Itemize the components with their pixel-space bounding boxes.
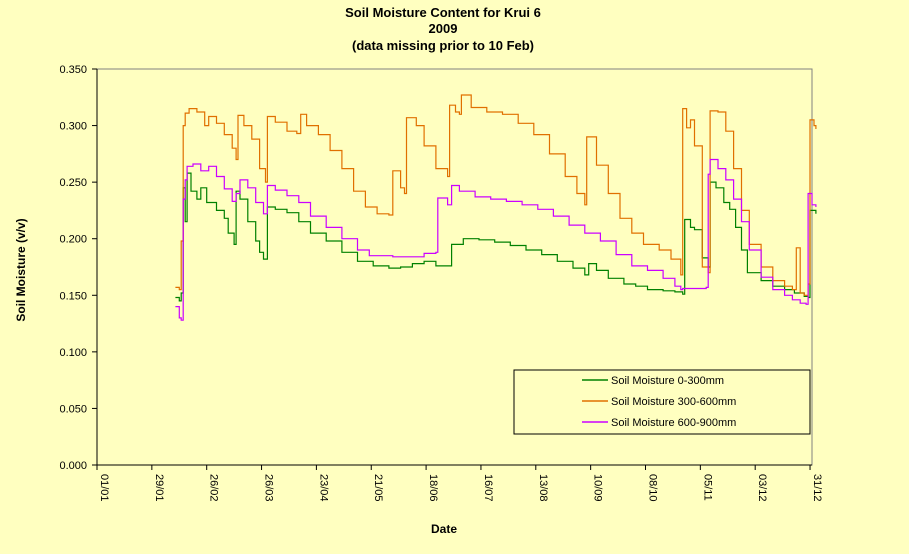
x-tick-label: 26/02 [208, 474, 220, 502]
x-tick-label: 16/07 [482, 474, 494, 502]
y-tick-label: 0.350 [59, 64, 87, 76]
x-tick-label: 03/12 [756, 474, 768, 502]
legend-label-1: Soil Moisture 0-300mm [611, 375, 724, 387]
x-tick-label: 13/08 [537, 474, 549, 502]
y-tick-label: 0.150 [59, 290, 87, 302]
x-tick-label: 31/12 [811, 474, 823, 502]
y-tick-label: 0.250 [59, 177, 87, 189]
series-layer [175, 94, 817, 321]
legend-label-3: Soil Moisture 600-900mm [611, 417, 736, 429]
legend-label-2: Soil Moisture 300-600mm [611, 396, 736, 408]
legend-box [513, 369, 811, 435]
chart-subtitle-note: (data missing prior to 10 Feb) [352, 38, 534, 53]
x-tick-label: 18/06 [427, 474, 439, 502]
chart-title: Soil Moisture Content for Krui 6 [345, 5, 541, 20]
series-line-1 [175, 172, 817, 302]
chart-subtitle-year: 2009 [429, 21, 458, 36]
x-axis: 01/01 29/01 26/02 26/03 23/04 21/05 18/06 16/07… [96, 464, 823, 502]
y-tick-label: 0.000 [59, 460, 87, 472]
x-tick-label: 26/03 [263, 474, 275, 502]
legend: Soil Moisture 0-300mm Soil Moisture 300-6… [513, 369, 811, 435]
x-tick-label: 21/05 [372, 474, 384, 502]
x-tick-label: 29/01 [153, 474, 165, 502]
x-tick-label: 05/11 [701, 474, 713, 501]
y-axis-title: Soil Moisture (v/v) [14, 218, 28, 321]
x-axis-title: Date [431, 522, 457, 536]
y-tick-label: 0.050 [59, 403, 87, 415]
y-tick-label: 0.300 [59, 121, 87, 133]
y-tick-label: 0.200 [59, 234, 87, 246]
x-tick-label: 08/10 [646, 474, 658, 502]
x-tick-label: 23/04 [317, 474, 329, 502]
y-tick-label: 0.100 [59, 347, 87, 359]
series-line-3 [175, 158, 817, 321]
x-tick-label: 01/01 [98, 474, 110, 502]
x-tick-label: 10/09 [592, 474, 604, 502]
y-axis: 0.000 0.050 0.100 0.150 0.200 0.250 0.300 0.350 [59, 64, 98, 472]
series-line-2 [175, 94, 817, 296]
